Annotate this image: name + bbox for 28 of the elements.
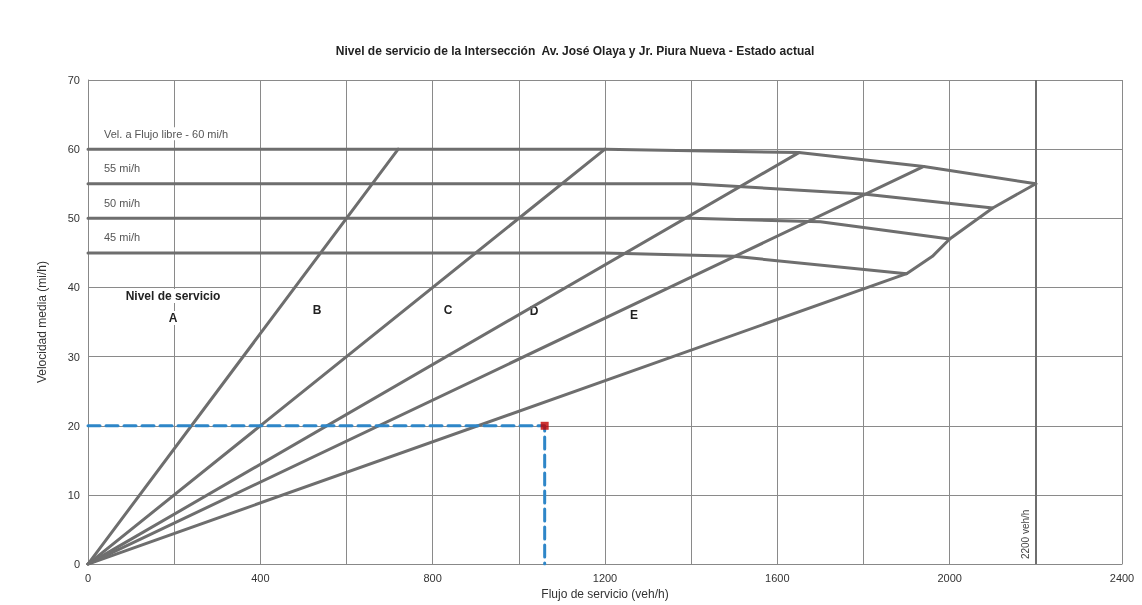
- y-tick-label: 10: [67, 488, 80, 501]
- x-tick-label: 1200: [592, 571, 618, 584]
- x-tick-label: 2400: [1109, 571, 1135, 584]
- y-tick-label: 70: [67, 74, 80, 86]
- series-label: 45 mi/h: [104, 231, 141, 244]
- series-label: 55 mi/h: [104, 162, 141, 175]
- x-tick-label: 1600: [765, 571, 790, 584]
- y-tick-label: 0: [73, 558, 80, 571]
- x-tick-label: 800: [423, 571, 442, 584]
- series-label: Vel. a Flujo libre - 60 mi/h: [104, 127, 229, 140]
- annotation: Nivel de servicio: [125, 289, 221, 303]
- series-label: 50 mi/h: [104, 196, 141, 209]
- x-tick-label: 400: [251, 571, 270, 584]
- x-axis-title: Flujo de servicio (veh/h): [541, 587, 669, 601]
- annotation: E: [629, 308, 639, 322]
- y-tick-label: 50: [67, 212, 80, 225]
- y-tick-label: 30: [67, 350, 80, 363]
- y-tick-label: 20: [67, 419, 80, 432]
- annotation: C: [443, 303, 453, 317]
- x-tick-label: 2000: [937, 571, 962, 584]
- annotation: A: [168, 311, 178, 325]
- ref-line-label: 2200 veh/h: [1020, 509, 1032, 560]
- chart-title: Nivel de servicio de la Intersección Av. José Olaya y Jr. Piura Nueva - Estado actual: [335, 44, 815, 58]
- x-tick-label: 0: [84, 571, 92, 584]
- y-tick-label: 60: [67, 143, 80, 156]
- y-axis-title: Velocidad media (mi/h): [35, 261, 49, 384]
- annotation: B: [312, 303, 322, 317]
- y-tick-label: 40: [67, 281, 80, 294]
